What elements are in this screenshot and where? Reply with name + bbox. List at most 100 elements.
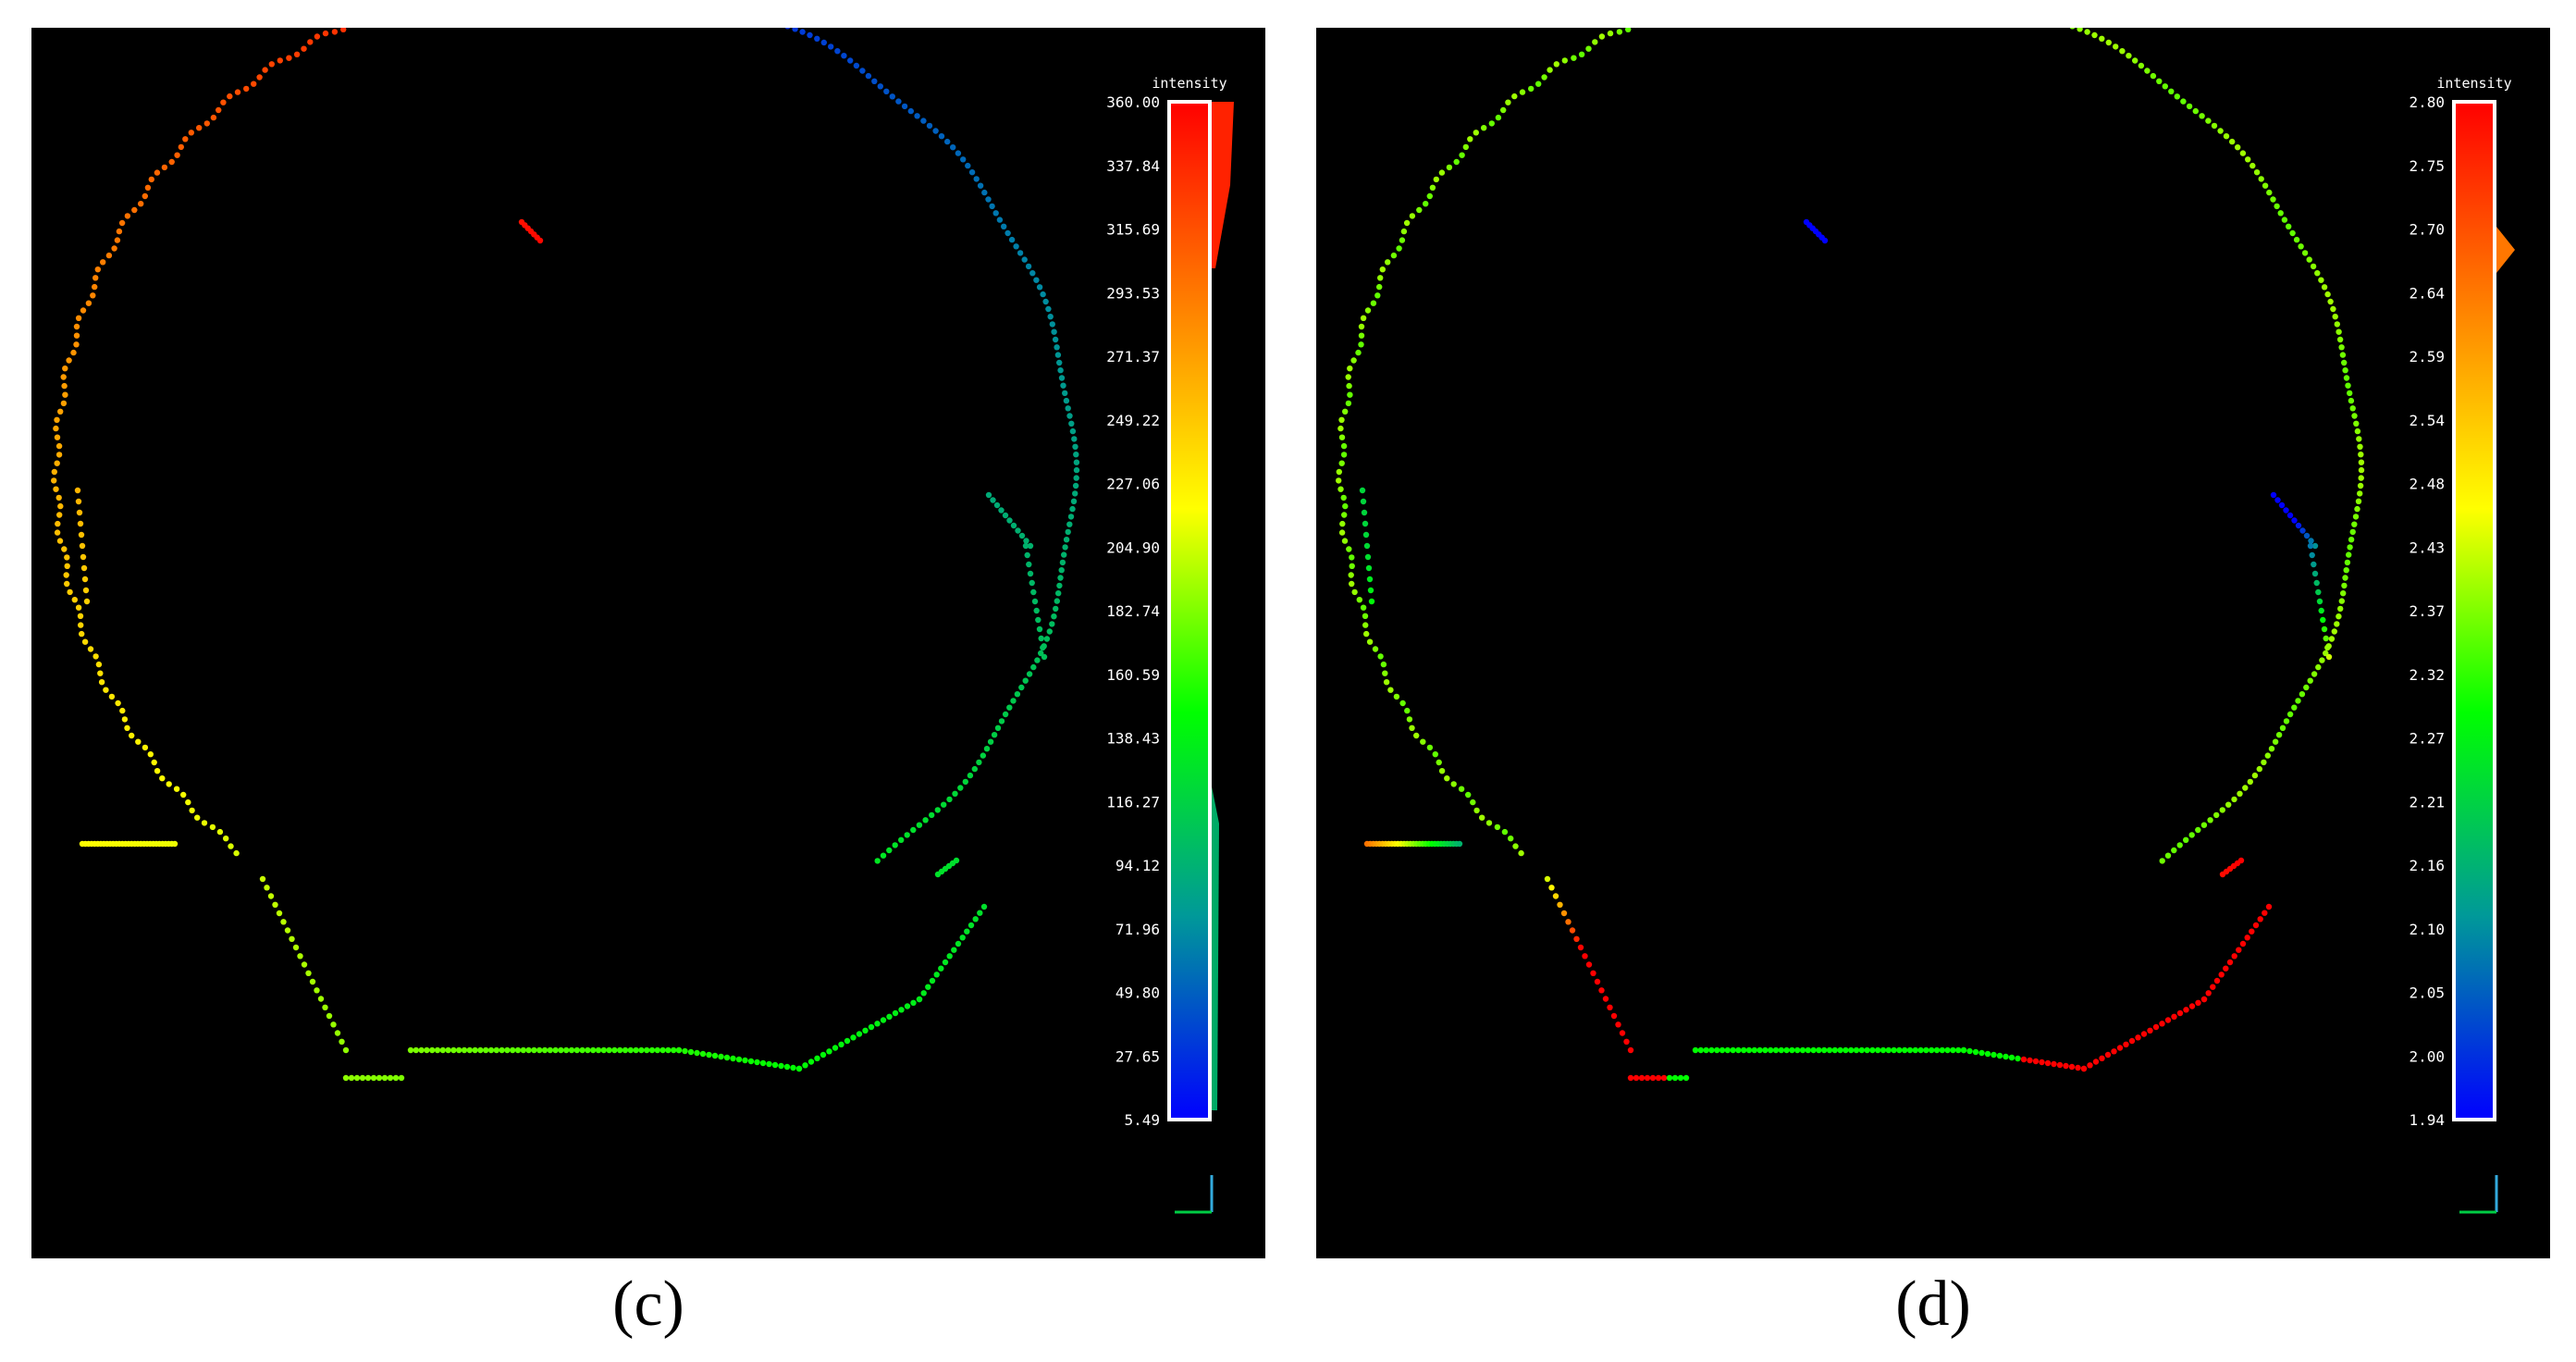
scale-tick-label: 315.69 bbox=[1106, 221, 1160, 239]
cloud-point bbox=[1052, 336, 1059, 343]
cloud-point bbox=[2156, 78, 2163, 84]
cloud-point bbox=[1022, 677, 1029, 684]
cloud-point bbox=[144, 184, 152, 191]
cloud-point bbox=[1062, 544, 1068, 551]
cloud-point bbox=[1939, 1046, 1945, 1054]
cloud-point bbox=[2252, 922, 2260, 929]
cloud-point bbox=[330, 1022, 337, 1028]
cloud-point bbox=[938, 133, 945, 140]
cloud-point bbox=[1024, 551, 1030, 559]
scale-tick-label: 2.21 bbox=[2409, 793, 2445, 811]
cloud-point bbox=[1450, 781, 1457, 787]
cloud-point bbox=[972, 916, 979, 922]
cloud-point bbox=[342, 1074, 350, 1082]
cloud-point bbox=[976, 759, 982, 766]
cloud-point bbox=[1544, 875, 1551, 883]
cloud-point bbox=[189, 807, 195, 814]
caption-d: (d) bbox=[1895, 1269, 1971, 1340]
cloud-point bbox=[1692, 1046, 1699, 1054]
cloud-point bbox=[2237, 857, 2245, 864]
cloud-point bbox=[1040, 291, 1046, 298]
cloud-point bbox=[1362, 520, 1369, 527]
cloud-point bbox=[1072, 490, 1078, 497]
cloud-point bbox=[933, 972, 940, 978]
cloud-point bbox=[418, 1046, 425, 1054]
cloud-point bbox=[119, 707, 126, 714]
cloud-point bbox=[2188, 832, 2195, 838]
cloud-point bbox=[993, 501, 1001, 509]
cloud-point bbox=[2235, 144, 2241, 151]
cloud-point bbox=[1017, 250, 1024, 256]
cloud-point bbox=[1072, 443, 1078, 450]
cloud-point bbox=[1351, 588, 1358, 596]
cloud-point bbox=[78, 622, 84, 628]
cloud-point bbox=[1347, 391, 1353, 398]
cloud-point bbox=[1950, 1046, 1956, 1054]
cloud-point bbox=[434, 1046, 441, 1054]
cloud-point bbox=[536, 237, 544, 244]
cloud-point bbox=[429, 1046, 436, 1054]
cloud-point bbox=[2348, 397, 2355, 404]
scale-tick-label: 249.22 bbox=[1106, 412, 1160, 429]
cloud-point bbox=[135, 738, 142, 745]
cloud-point bbox=[1724, 1046, 1731, 1054]
caption-c: (c) bbox=[612, 1269, 684, 1340]
cloud-point bbox=[2249, 162, 2256, 169]
cloud-point bbox=[73, 332, 80, 339]
cloud-point bbox=[2341, 359, 2348, 366]
cloud-point bbox=[2358, 475, 2364, 481]
cloud-point bbox=[445, 1046, 451, 1054]
cloud-point bbox=[859, 68, 866, 74]
cloud-point bbox=[277, 57, 283, 64]
cloud-point bbox=[2336, 336, 2344, 343]
cloud-point bbox=[67, 588, 73, 596]
cloud-point bbox=[2210, 984, 2216, 990]
cloud-point bbox=[951, 947, 957, 953]
cloud-point bbox=[376, 1074, 383, 1082]
cloud-point bbox=[53, 425, 59, 432]
cloud-point bbox=[2310, 263, 2317, 270]
cloud-point bbox=[1341, 538, 1349, 544]
cloud-point bbox=[2223, 965, 2229, 972]
cloud-point bbox=[80, 564, 88, 572]
cloud-point bbox=[1923, 1046, 1929, 1054]
cloud-point bbox=[55, 452, 63, 458]
cloud-point bbox=[1585, 45, 1592, 52]
cloud-point bbox=[1789, 1046, 1795, 1054]
cloud-point bbox=[284, 927, 291, 934]
cloud-point bbox=[1026, 561, 1032, 568]
cloud-point bbox=[1456, 840, 1463, 848]
cloud-point bbox=[1049, 621, 1055, 627]
cloud-point bbox=[510, 1046, 516, 1054]
cloud-point bbox=[1377, 275, 1384, 281]
cloud-point bbox=[536, 1046, 543, 1054]
cloud-point bbox=[171, 840, 179, 848]
cloud-point bbox=[331, 29, 339, 35]
cloud-point bbox=[807, 1059, 815, 1065]
cloud-point bbox=[874, 858, 881, 864]
cloud-point bbox=[1912, 1046, 1918, 1054]
cloud-point bbox=[60, 400, 68, 407]
cloud-point bbox=[147, 751, 154, 758]
cloud-point bbox=[541, 1046, 548, 1054]
cloud-point bbox=[124, 724, 130, 731]
cloud-point bbox=[2162, 83, 2168, 90]
cloud-point bbox=[1810, 1046, 1817, 1054]
cloud-point bbox=[2168, 88, 2175, 95]
cloud-point bbox=[711, 1052, 719, 1059]
cloud-point bbox=[1013, 243, 1019, 250]
cloud-point bbox=[1436, 759, 1442, 766]
cloud-point bbox=[2140, 1031, 2148, 1037]
cloud-point bbox=[1014, 691, 1021, 698]
cloud-point bbox=[1869, 1046, 1876, 1054]
cloud-point bbox=[916, 822, 923, 828]
cloud-point bbox=[1625, 28, 1632, 32]
cloud-point bbox=[1346, 546, 1352, 552]
cloud-point bbox=[1047, 314, 1054, 320]
cloud-point bbox=[2242, 785, 2249, 791]
cloud-point bbox=[1416, 206, 1423, 214]
cloud-point bbox=[178, 143, 184, 151]
cloud-point bbox=[216, 106, 222, 114]
cloud-point bbox=[898, 836, 905, 843]
cloud-point bbox=[1578, 51, 1585, 57]
